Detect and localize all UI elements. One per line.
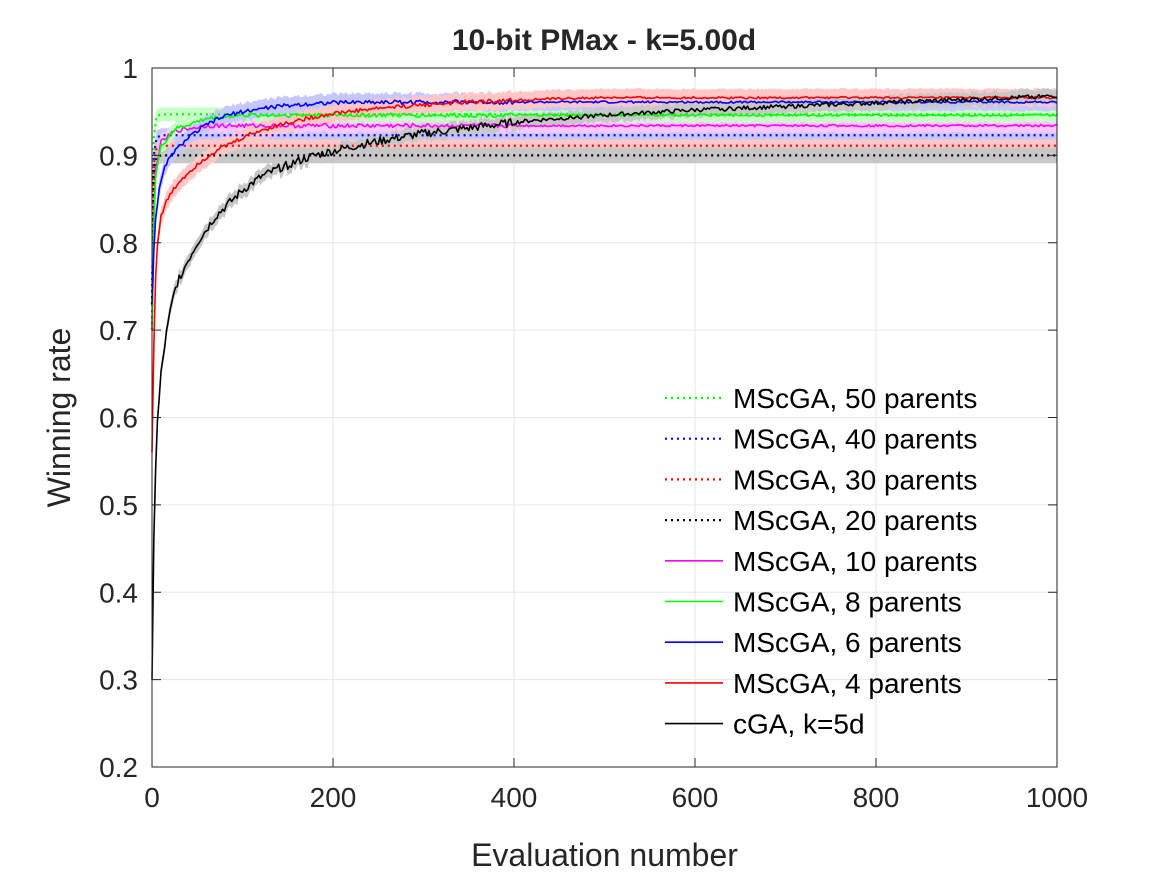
legend-label: MScGA, 6 parents [733,627,962,658]
legend-label: MScGA, 30 parents [733,464,977,495]
ticks: 0 200 400 600 800 1000 0.2 0.3 0.4 0.5 0.6 0.7 0.8 0.… [99,53,1088,813]
y-tick-label: 0.8 [99,228,138,259]
x-tick-label: 0 [144,782,160,813]
y-tick-label: 0.2 [99,752,138,783]
y-tick-label: 0.5 [99,490,138,521]
y-tick-label: 0.4 [99,577,138,608]
series-line-mscga-30-parents [150,144,1057,331]
y-tick-label: 0.9 [99,140,138,171]
series-line-mscga-20-parents [150,154,1057,304]
x-tick-label: 1000 [1026,782,1088,813]
legend-label: MScGA, 10 parents [733,546,977,577]
legend-label: MScGA, 4 parents [733,668,962,699]
x-axis-label: Evaluation number [471,837,738,873]
series-line-mscga-4-parents [151,95,1058,453]
series-line-cga-k-5d [151,93,1058,680]
legend-label: MScGA, 50 parents [733,383,977,414]
series-line-mscga-10-parents [151,122,1058,331]
x-tick-label: 400 [491,782,538,813]
x-tick-label: 600 [672,782,719,813]
chart-title: 10-bit PMax - k=5.00d [452,24,756,57]
series-lines [150,93,1058,680]
x-tick-label: 200 [310,782,357,813]
legend-label: cGA, k=5d [733,709,865,740]
legend: MScGA, 50 parents MScGA, 40 parents MScGA,… [665,383,977,740]
y-tick-label: 0.3 [99,665,138,696]
legend-label: MScGA, 40 parents [733,424,977,455]
y-tick-label: 0.7 [99,315,138,346]
y-axis-label: Winning rate [41,328,77,508]
legend-label: MScGA, 8 parents [733,587,962,618]
x-tick-label: 800 [853,782,900,813]
y-tick-label: 1 [122,53,138,84]
legend-label: MScGA, 20 parents [733,505,977,536]
y-tick-label: 0.6 [99,403,138,434]
